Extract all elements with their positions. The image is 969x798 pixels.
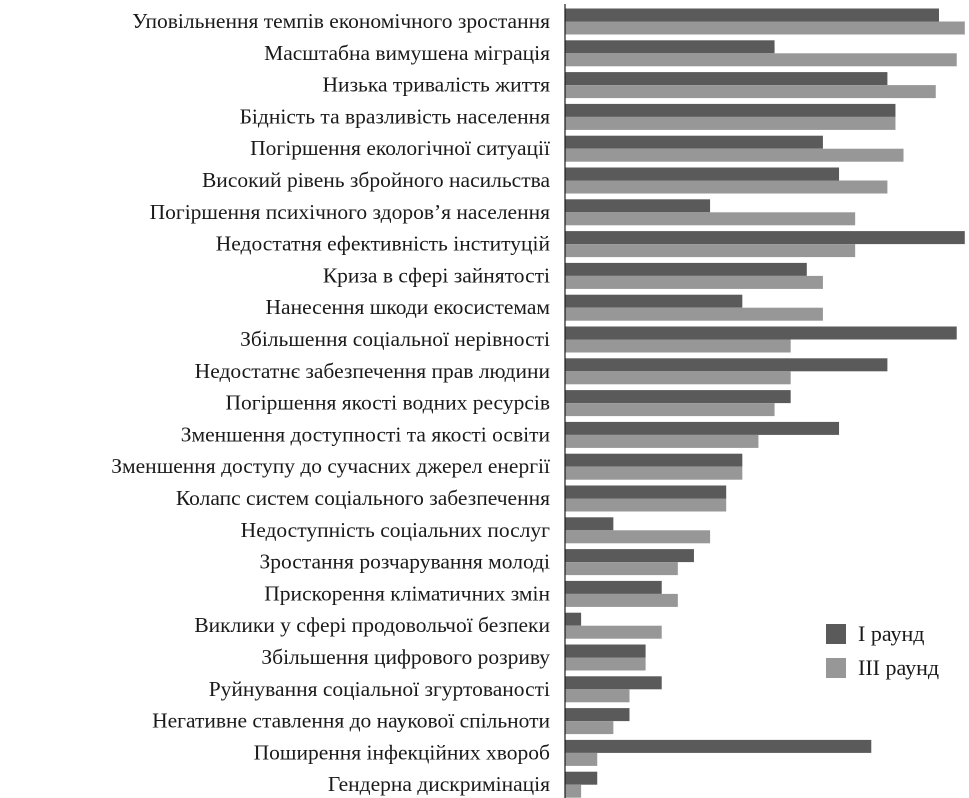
- bar-series-1: [565, 231, 965, 245]
- bar-series-1: [565, 167, 840, 181]
- bar-series-1: [565, 421, 840, 435]
- bar-series-2: [565, 244, 856, 258]
- bar-series-2: [565, 434, 759, 448]
- category-label: Зменшення доступу до сучасних джерел ене…: [111, 454, 550, 478]
- bar-series-1: [565, 262, 807, 276]
- category-label: Гендерна дискримінація: [328, 772, 550, 796]
- category-label: Прискорення кліматичних змін: [264, 581, 550, 605]
- bar-series-1: [565, 612, 582, 626]
- bar-series-2: [565, 180, 888, 194]
- legend-swatch: [826, 658, 846, 678]
- legend-swatch: [826, 624, 846, 644]
- category-label: Низька тривалість життя: [323, 73, 551, 97]
- bar-series-1: [565, 771, 598, 785]
- bar-series-2: [565, 339, 791, 353]
- bar-series-2: [565, 498, 727, 512]
- bar-series-1: [565, 135, 823, 149]
- bar-series-1: [565, 358, 888, 372]
- bar-series-1: [565, 8, 939, 22]
- bar-series-1: [565, 708, 630, 722]
- bar-series-1: [565, 390, 791, 404]
- legend-label: ІІІ раунд: [858, 655, 939, 680]
- bar-series-2: [565, 752, 598, 766]
- bar-series-2: [565, 212, 856, 226]
- bar-series-2: [565, 85, 936, 99]
- bar-series-1: [565, 739, 872, 753]
- bar-series-2: [565, 657, 646, 671]
- category-label: Погіршення якості водних ресурсів: [226, 391, 550, 415]
- bar-series-1: [565, 644, 646, 658]
- category-labels: Уповільнення темпів економічного зростан…: [111, 9, 550, 796]
- bars: [565, 8, 965, 798]
- legend-label: І раунд: [858, 621, 924, 646]
- category-label: Збільшення цифрового розриву: [261, 645, 550, 669]
- category-label: Негативне ставлення до наукової спільнот…: [152, 709, 550, 733]
- legend: І раунд ІІІ раунд: [826, 621, 939, 680]
- bar-series-2: [565, 625, 662, 639]
- bar-series-2: [565, 562, 678, 576]
- bar-series-1: [565, 453, 743, 467]
- bar-series-1: [565, 676, 662, 690]
- category-label: Криза в сфері зайнятості: [323, 263, 550, 287]
- category-label: Поширення інфекційних хвороб: [254, 740, 550, 764]
- bar-series-1: [565, 485, 727, 499]
- bar-series-1: [565, 40, 775, 54]
- category-label: Збільшення соціальної нерівності: [240, 327, 550, 351]
- category-label: Нанесення шкоди екосистемам: [266, 295, 551, 319]
- bar-series-1: [565, 199, 711, 213]
- bar-series-2: [565, 689, 630, 703]
- axes: [564, 4, 566, 798]
- bar-series-2: [565, 371, 791, 385]
- bar-series-2: [565, 466, 743, 480]
- category-label: Зростання розчарування молоді: [260, 550, 551, 574]
- category-label: Недостатнє забезпечення прав людини: [195, 359, 550, 383]
- category-label: Високий рівень збройного насильства: [202, 168, 550, 192]
- bar-series-2: [565, 53, 957, 67]
- bar-series-1: [565, 517, 614, 531]
- bar-series-2: [565, 403, 775, 417]
- bar-series-1: [565, 580, 662, 594]
- bar-series-1: [565, 549, 694, 563]
- bar-series-1: [565, 326, 957, 340]
- bar-series-2: [565, 275, 823, 289]
- category-label: Бідність та вразливість населення: [240, 104, 551, 128]
- category-label: Виклики у сфері продовольчої безпеки: [194, 613, 550, 637]
- bar-series-2: [565, 530, 711, 544]
- category-label: Руйнування соціальної згуртованості: [209, 677, 550, 701]
- bar-series-1: [565, 72, 888, 86]
- bar-series-2: [565, 148, 904, 162]
- bar-series-1: [565, 294, 743, 308]
- category-label: Погіршення психічного здоров’я населення: [150, 200, 550, 224]
- bar-series-2: [565, 116, 896, 130]
- category-label: Недоступність соціальних послуг: [241, 518, 551, 542]
- bar-series-1: [565, 103, 896, 117]
- category-label: Погіршення екологічної ситуації: [250, 136, 550, 160]
- bar-series-2: [565, 21, 965, 35]
- category-label: Колапс систем соціального забезпечення: [176, 486, 550, 510]
- bar-series-2: [565, 721, 614, 735]
- bar-series-2: [565, 784, 582, 798]
- bar-series-2: [565, 593, 678, 607]
- category-label: Масштабна вимушена міграція: [264, 41, 550, 65]
- bar-series-2: [565, 307, 823, 321]
- category-label: Уповільнення темпів економічного зростан…: [132, 9, 550, 33]
- category-label: Недостатня ефективність інституцій: [216, 232, 550, 256]
- category-label: Зменшення доступності та якості освіти: [181, 422, 550, 446]
